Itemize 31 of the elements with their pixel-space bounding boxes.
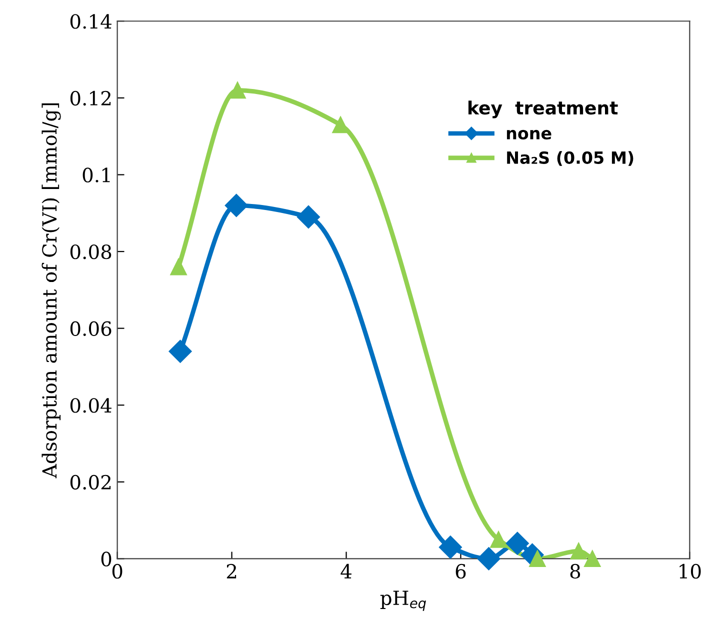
legend-label: none (506, 130, 552, 140)
x-tick-label: 10 (680, 564, 701, 579)
point (170, 258, 187, 276)
y-axis-title: Adsorption amount of Cr(VI) [mmol/g] (42, 103, 61, 478)
x-tick-label: 0 (112, 564, 122, 579)
point (332, 116, 349, 134)
point (506, 532, 529, 555)
point (570, 542, 587, 560)
x-axis-title: pH$_{eq}$ (380, 590, 426, 611)
point (490, 531, 507, 548)
y-tick-label: 0.02 (70, 474, 111, 490)
x-tick-label: 4 (340, 564, 352, 578)
legend-label: Na₂S (0.05 M) (507, 151, 634, 166)
x-tick-label: 2 (226, 564, 236, 578)
point (229, 82, 246, 99)
legend-title: key treatment (468, 100, 618, 118)
point (168, 340, 192, 363)
y-tick-label: 0 (101, 552, 112, 566)
x-tick-label: 8 (570, 564, 580, 579)
y-tick-label: 0.08 (70, 244, 112, 260)
y-tick-label: 0.1 (82, 168, 110, 182)
y-tick-label: 0.06 (70, 321, 112, 336)
point (296, 205, 320, 228)
y-tick-label: 0.04 (70, 398, 112, 413)
point (584, 550, 601, 568)
point (224, 194, 248, 217)
point (438, 536, 462, 559)
y-tick-label: 0.14 (70, 14, 112, 29)
x-tick-label: 6 (456, 564, 466, 579)
point (477, 547, 500, 570)
y-tick-label: 0.12 (70, 90, 111, 106)
